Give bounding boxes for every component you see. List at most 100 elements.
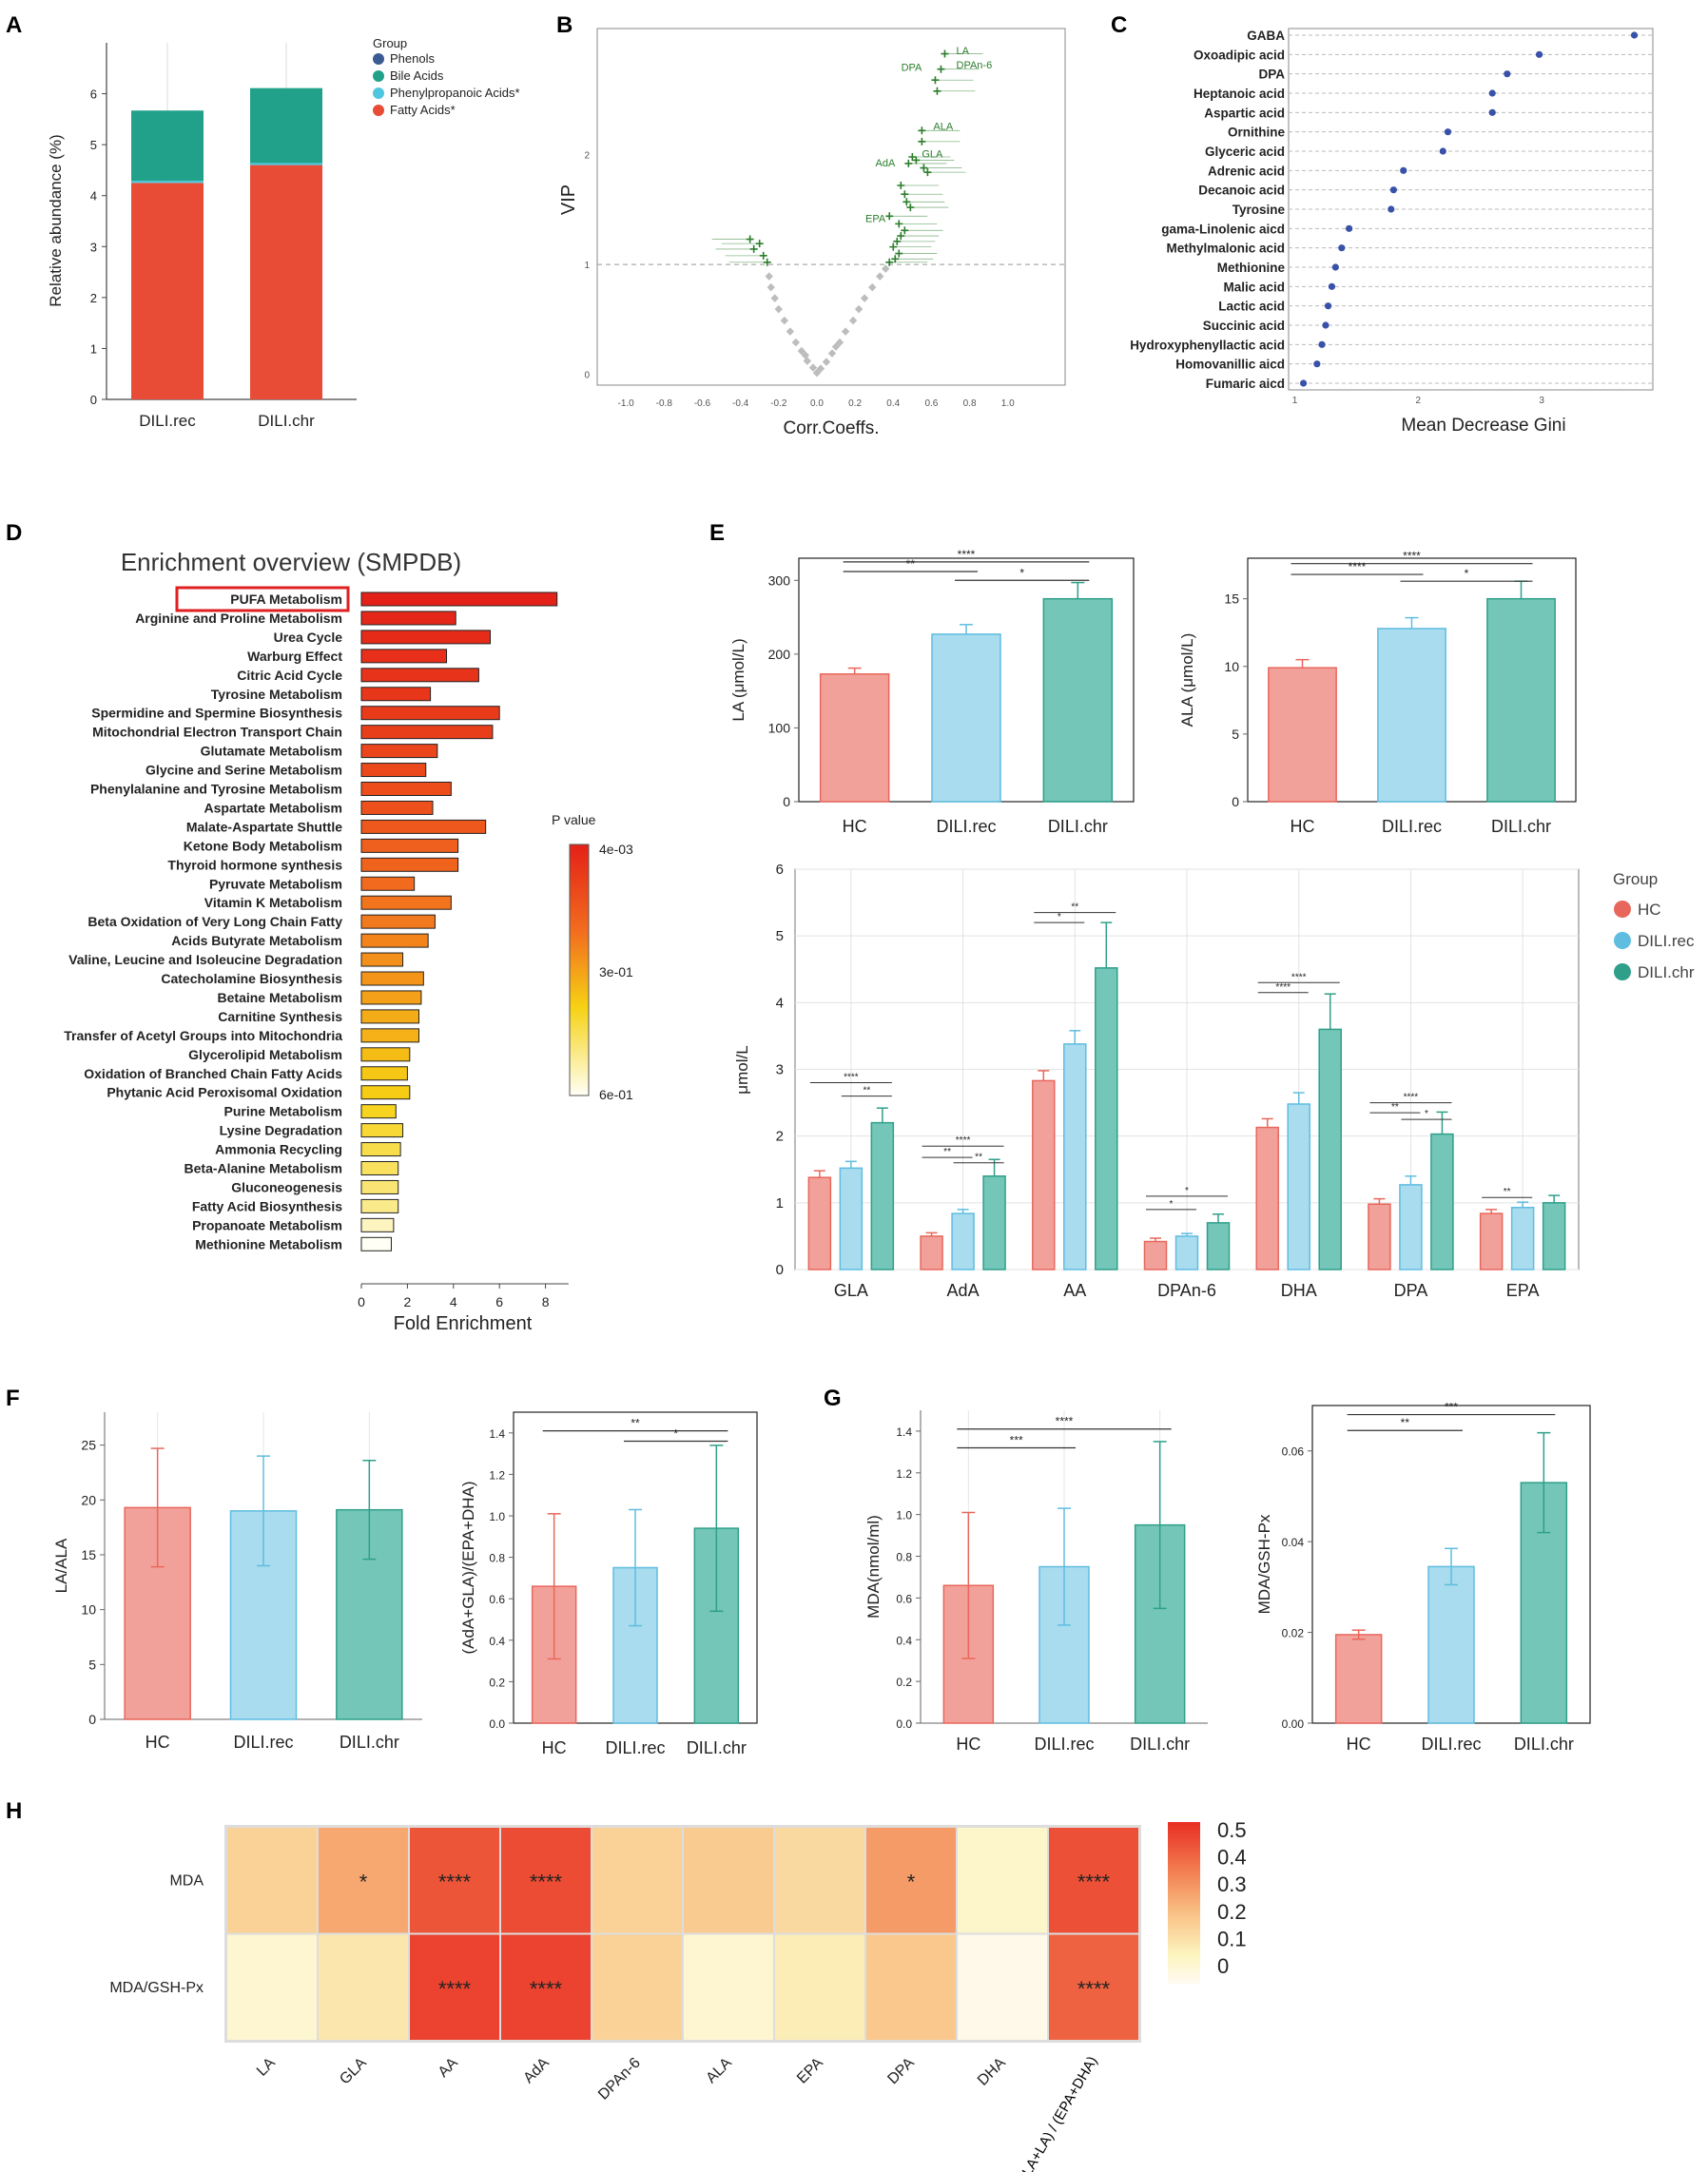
x-tick-label: AA (1063, 1281, 1086, 1300)
significance-label: **** (530, 1977, 563, 2001)
significance-label: ** (631, 1417, 640, 1430)
gini-point (1299, 379, 1308, 387)
x-tick-label: AdA (947, 1281, 980, 1300)
legend-title: Group (373, 36, 407, 50)
column-label: DPAn-6 (595, 2055, 644, 2104)
significance-label: ** (1504, 1187, 1511, 1197)
significance-label: * (1465, 567, 1469, 580)
y-tick-label: 0.4 (896, 1634, 912, 1647)
panel-label-d: D (6, 520, 22, 546)
enrichment-bar (360, 895, 452, 910)
y-tick-label: 25 (81, 1438, 96, 1453)
significance-label: **** (956, 1135, 971, 1146)
y-tick-label: 10 (81, 1602, 96, 1618)
bar (1479, 1212, 1504, 1270)
significance-label: * (1425, 1109, 1428, 1119)
bar (1510, 1206, 1535, 1270)
legend-swatch (373, 70, 384, 82)
significance-label: ** (975, 1153, 982, 1163)
y-tick-label: 3 (90, 240, 97, 254)
gini-point (1439, 147, 1446, 155)
colorbar-tick-label: 3e-01 (599, 964, 633, 979)
significance-label: **** (1349, 560, 1367, 573)
panel-label-g: G (824, 1386, 842, 1411)
metabolite-label: Malic acid (1223, 280, 1285, 294)
sig-point (908, 153, 917, 161)
metabolite-label: Ornithine (1228, 126, 1285, 140)
enrichment-bar (360, 1161, 399, 1175)
ns-point: ◆ (792, 337, 801, 348)
heatmap-cell (319, 1934, 408, 2040)
colorbar-tick-label: 6e-01 (599, 1087, 633, 1102)
x-tick-label: DILI.chr (258, 412, 315, 430)
y-axis-label: MDA(nmol/ml) (864, 1515, 883, 1619)
y-tick-label: 15 (1224, 591, 1239, 607)
ns-point: ◆ (861, 293, 869, 304)
significance-label: ** (1401, 1416, 1410, 1429)
x-tick-label: 0.0 (810, 398, 824, 409)
panel-b-vip-scatter: -1.0 -0.8 -0.6 -0.4 -0.2 0.0 0.2 0.4 0.6 0.8 1.0 0 1… (558, 28, 1066, 438)
x-tick-label: 3 (1539, 396, 1544, 406)
bar (839, 1167, 864, 1270)
bar (1542, 1202, 1566, 1270)
heatmap-cell (227, 1934, 317, 2040)
pathway-label: Acids Butyrate Metabolism (171, 933, 342, 948)
y-tick-label: 1 (584, 261, 590, 271)
heatmap-cell (958, 1934, 1047, 2040)
enrichment-bar (360, 725, 494, 740)
gini-point (1400, 166, 1407, 174)
sig-point (931, 76, 940, 85)
x-tick-label: 8 (542, 1294, 550, 1309)
panel-a-stacked-bar: 0 1 2 3 4 5 6 Relative abundance (%) DILI.rec DIL… (47, 36, 520, 430)
pathway-label: PUFA Metabolism (230, 591, 342, 607)
significance-label: **** (844, 1073, 859, 1083)
x-tick-label: DILI.rec (139, 412, 196, 430)
gini-point (1444, 128, 1452, 136)
y-tick-label: 0.6 (489, 1593, 505, 1606)
metabolite-label: GLA (922, 149, 943, 161)
enrichment-bar (360, 819, 487, 834)
x-tick-label: DHA (1281, 1281, 1317, 1300)
bar (1063, 1043, 1087, 1270)
y-tick-label: 15 (81, 1547, 96, 1562)
ns-point: ◆ (882, 263, 890, 275)
metabolite-label: Adrenic acid (1208, 164, 1285, 178)
legend-label: Fatty Acids* (390, 103, 456, 117)
enrichment-bar (360, 857, 459, 872)
ns-point: ◆ (849, 315, 858, 326)
sig-point (885, 258, 894, 266)
y-tick-label: 0 (783, 794, 790, 809)
pathway-label: Transfer of Acetyl Groups into Mitochond… (64, 1028, 342, 1043)
bar (1032, 1079, 1056, 1270)
panel-label-f: F (6, 1386, 20, 1411)
ns-point: ◆ (832, 340, 841, 352)
significance-label: **** (530, 1870, 563, 1893)
stacked-bar-segment (131, 183, 204, 399)
ns-point: ◆ (836, 337, 844, 348)
y-tick-label: 0.8 (896, 1551, 912, 1564)
enrichment-bar (360, 611, 456, 626)
heatmap-cell (684, 1828, 773, 1933)
metabolite-label: Hydroxyphenyllactic acid (1130, 338, 1285, 352)
y-tick-label: 0.2 (489, 1676, 505, 1689)
x-tick-label: DILI.rec (605, 1738, 665, 1757)
sig-point (901, 226, 909, 235)
metabolite-label: DPA (902, 62, 922, 73)
colorbar-tick-label: 0.5 (1217, 1818, 1247, 1842)
significance-label: **** (1403, 550, 1421, 563)
enrichment-bar (360, 1123, 404, 1138)
panel-g-mda-bar: 0.0 0.2 0.4 0.6 0.8 1.0 1.2 1.4 HC DILI.rec DILI.c… (864, 1410, 1208, 1754)
y-tick-label: 5 (90, 138, 97, 152)
colorbar (1168, 1822, 1200, 1984)
enrichment-bar (360, 1066, 408, 1081)
metabolite-label: Methionine (1217, 261, 1286, 275)
x-axis-label: Mean Decrease Gini (1401, 416, 1565, 436)
panel-f-ratio-bar: 0.0 0.2 0.4 0.6 0.8 1.0 1.2 1.4 HC DILI.rec DILI.c… (459, 1411, 758, 1757)
legend-label: Bile Acids (390, 68, 444, 83)
enrichment-bar (360, 668, 479, 683)
significance-label: **** (438, 1870, 472, 1893)
colorbar-tick-label: 4e-03 (599, 842, 633, 857)
row-label: MDA/GSH-Px (109, 1980, 204, 1996)
enrichment-bar (360, 763, 427, 778)
significance-label: * (1185, 1186, 1189, 1196)
